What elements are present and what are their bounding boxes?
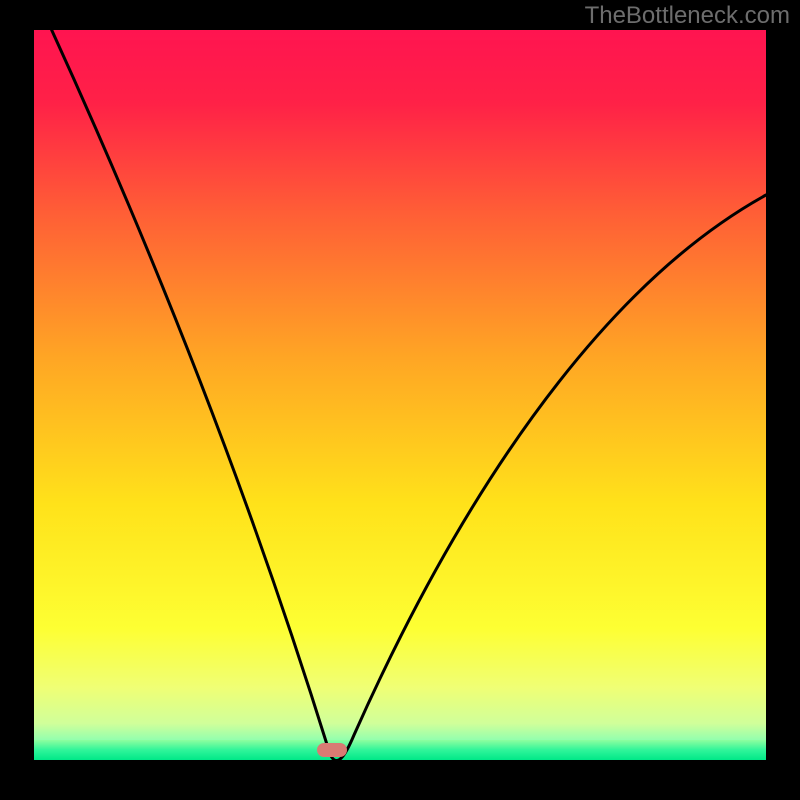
watermark-text: TheBottleneck.com: [585, 2, 790, 30]
bottleneck-curve-path: [48, 30, 766, 760]
figure-container: TheBottleneck.com: [0, 0, 800, 800]
optimal-point-marker: [317, 743, 347, 757]
plot-area: [34, 30, 766, 760]
bottleneck-curve-svg: [34, 30, 766, 760]
